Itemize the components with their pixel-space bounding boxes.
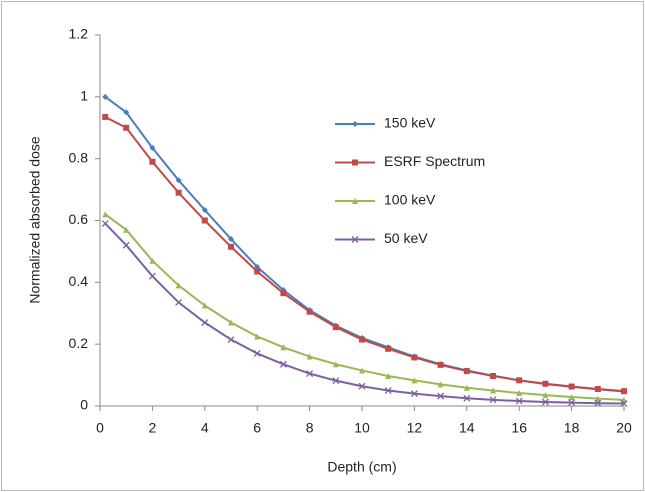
marker (490, 387, 496, 394)
marker (410, 390, 418, 398)
marker (332, 377, 340, 385)
marker (463, 368, 470, 375)
marker (175, 189, 182, 196)
x-tick-label: 4 (201, 420, 209, 436)
marker (201, 319, 209, 326)
marker (411, 377, 418, 384)
marker (352, 121, 358, 127)
marker (175, 177, 182, 184)
marker (620, 400, 628, 407)
marker (463, 394, 471, 402)
y-tick-label: 1 (80, 88, 88, 104)
marker (228, 319, 234, 326)
marker (201, 206, 208, 213)
marker (621, 388, 627, 395)
marker (385, 345, 392, 352)
marker (175, 298, 183, 306)
marker (253, 349, 261, 357)
marker (542, 392, 549, 399)
marker (102, 211, 109, 218)
x-tick-label: 20 (616, 420, 632, 436)
marker (352, 159, 358, 166)
marker (594, 399, 602, 407)
marker (332, 324, 339, 331)
legend-label: 150 keV (384, 115, 436, 131)
x-tick-label: 10 (354, 420, 370, 436)
x-tick-label: 12 (407, 420, 423, 436)
marker (306, 353, 313, 360)
marker (149, 257, 156, 264)
legend-label: 100 keV (384, 192, 436, 208)
x-tick-label: 8 (306, 420, 314, 436)
x-tick-label: 18 (564, 420, 580, 436)
marker (541, 398, 549, 406)
marker (149, 158, 156, 165)
marker (384, 387, 392, 395)
marker (594, 385, 601, 392)
marker (123, 124, 130, 131)
marker (594, 395, 601, 402)
marker (201, 302, 208, 309)
x-tick-label: 0 (96, 420, 104, 436)
y-tick-label: 0.6 (69, 211, 89, 227)
marker (228, 243, 234, 250)
x-tick-label: 2 (149, 420, 157, 436)
marker (149, 144, 156, 151)
marker (385, 373, 392, 380)
marker (516, 377, 523, 384)
marker (352, 198, 358, 204)
marker (175, 282, 182, 289)
marker (359, 336, 365, 343)
marker (516, 390, 523, 397)
marker (228, 236, 234, 243)
y-tick-label: 0.4 (69, 273, 89, 289)
marker (437, 381, 444, 388)
x-tick-label: 14 (459, 420, 475, 436)
marker (280, 344, 287, 351)
marker (489, 396, 497, 404)
legend-label: ESRF Spectrum (384, 153, 485, 169)
marker (254, 263, 261, 270)
marker (254, 333, 261, 340)
y-tick-label: 0.8 (69, 149, 89, 165)
marker (280, 290, 287, 297)
marker (515, 397, 523, 405)
marker (463, 384, 470, 391)
marker (542, 380, 549, 387)
marker (227, 336, 235, 343)
marker (437, 361, 444, 368)
marker (568, 394, 575, 401)
marker (279, 360, 287, 368)
y-axis-label: Normalized absorbed dose (27, 136, 43, 304)
marker (490, 373, 496, 380)
marker (254, 268, 261, 275)
marker (358, 382, 366, 390)
marker (306, 370, 314, 377)
y-tick-label: 0 (80, 397, 88, 413)
marker (306, 308, 313, 315)
marker (123, 226, 130, 233)
marker (123, 109, 130, 116)
marker (568, 399, 576, 407)
marker (411, 354, 418, 361)
y-tick-label: 0.2 (69, 335, 89, 351)
marker (102, 113, 109, 120)
x-tick-label: 6 (253, 420, 261, 436)
legend-label: 50 keV (384, 230, 428, 246)
marker (351, 236, 359, 243)
marker (359, 367, 365, 374)
marker (437, 392, 445, 400)
marker (122, 241, 130, 249)
marker (568, 383, 575, 390)
marker (101, 220, 109, 228)
marker (332, 361, 339, 368)
y-tick-label: 1.2 (69, 26, 89, 42)
x-axis-label: Depth (cm) (327, 459, 396, 475)
marker (201, 217, 208, 224)
x-tick-label: 16 (511, 420, 527, 436)
marker (148, 272, 156, 280)
marker (102, 93, 109, 100)
